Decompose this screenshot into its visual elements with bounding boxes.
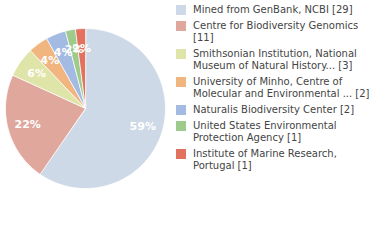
html-text:Naturalis Biodiversity Center: Naturalis Biodiversity Center [2] xyxy=(193,104,355,115)
svg-text:6%: 6% xyxy=(27,67,46,80)
svg-text:4%: 4% xyxy=(40,53,60,67)
html-text:Centre for Biodiversity Genomi: Centre for Biodiversity Genomics [11] xyxy=(193,20,359,43)
svg-text:4%: 4% xyxy=(53,46,73,60)
html-text:Smithsonian Institution, Natio: Smithsonian Institution, National Museum… xyxy=(193,48,357,71)
svg-text:2%: 2% xyxy=(72,42,91,55)
svg-text:22%: 22% xyxy=(14,118,40,131)
html-text:Mined from GenBank, NCBI [29]: Mined from GenBank, NCBI [29] xyxy=(193,4,353,15)
html-text:University of Minho, Centre of: University of Minho, Centre of Molecular… xyxy=(193,76,370,99)
html-text:Institute of Marine Research,: Institute of Marine Research, Portugal [… xyxy=(193,148,337,171)
html-text:United States Environmental Pr: United States Environmental Protection A… xyxy=(193,120,337,143)
svg-text:59%: 59% xyxy=(130,120,156,133)
